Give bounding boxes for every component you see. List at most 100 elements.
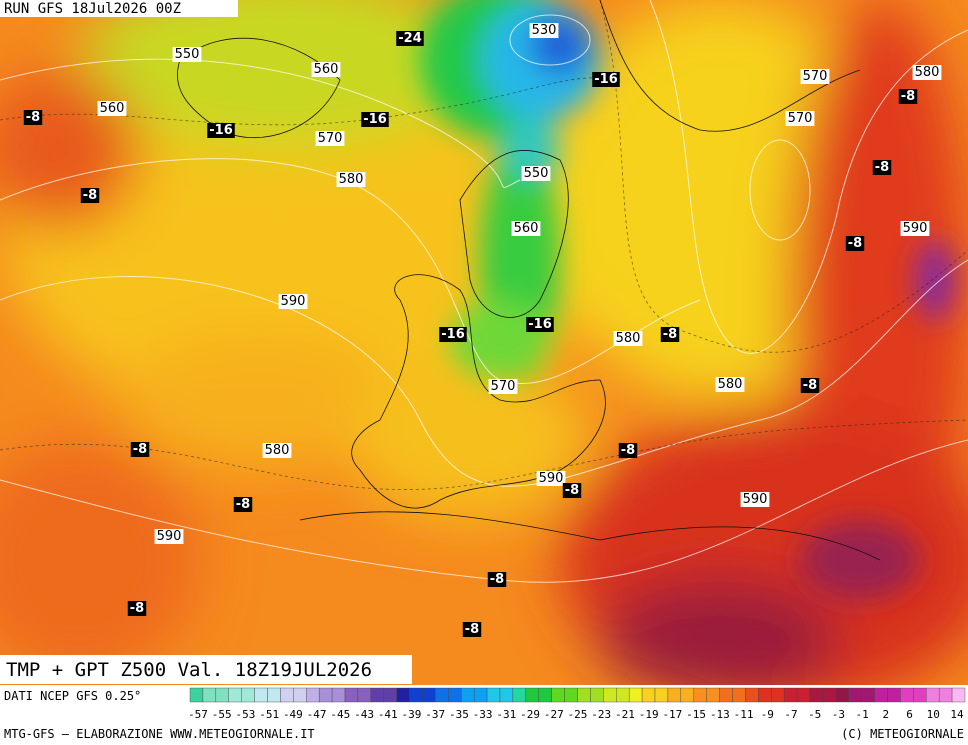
footer-right: (C) METEOGIORNALE	[841, 727, 964, 741]
geopotential-label-text: 560	[100, 101, 125, 116]
geopotential-label: 570	[800, 69, 830, 84]
colorbar-swatch	[254, 687, 268, 703]
temperature-label: -8	[845, 236, 865, 251]
colorbar-tick-label: -5	[808, 708, 821, 721]
colorbar-swatch	[564, 687, 578, 703]
temperature-label: -8	[127, 601, 147, 616]
temperature-label: -16	[592, 72, 620, 87]
geopotential-label-box	[536, 471, 566, 486]
colorbar-swatch	[628, 687, 643, 703]
geopotential-label: 580	[613, 331, 643, 346]
temperature-label-text: -16	[441, 327, 465, 342]
colorbar-tick-label: 6	[906, 708, 913, 721]
geopotential-label: 580	[715, 377, 745, 392]
data-source: DATI NCEP GFS 0.25°	[4, 689, 141, 703]
colorbar-swatch	[473, 687, 488, 703]
colorbar-tick-label: -39	[402, 708, 422, 721]
geopotential-label-text: 590	[157, 529, 182, 544]
colorbar-swatch	[590, 687, 604, 703]
colorbar-tick-label: -19	[639, 708, 659, 721]
colorbar-tick-label: -13	[710, 708, 730, 721]
colorbar-swatch	[900, 687, 914, 703]
colorbar-swatch	[228, 687, 242, 703]
geopotential-label-text: 550	[175, 47, 200, 62]
colorbar-swatch	[680, 687, 694, 703]
header-box	[0, 0, 238, 17]
temperature-label-text: -8	[663, 327, 677, 342]
geopotential-label-text: 590	[903, 221, 928, 236]
temperature-label-box	[127, 601, 147, 616]
geopotential-label-text: 570	[318, 131, 343, 146]
coastlines	[177, 0, 881, 561]
temperature-label-text: -8	[875, 160, 889, 175]
temperature-label-text: -16	[594, 72, 618, 87]
temperature-label-box	[845, 236, 865, 251]
colorbar-swatch	[409, 687, 423, 703]
temperature-label-text: -8	[236, 497, 250, 512]
colorbar-swatch	[796, 687, 811, 703]
colorbar-tick-label: -43	[354, 708, 374, 721]
colorbar-swatch	[616, 687, 630, 703]
geopotential-label-box	[740, 492, 770, 507]
geopotential-label-text: 530	[532, 23, 557, 38]
colorbar-tick-label: -15	[686, 708, 706, 721]
temperature-label: -8	[23, 110, 43, 125]
colorbar-swatch	[835, 687, 849, 703]
temperature-label-box	[660, 327, 680, 342]
temperature-label-box	[618, 443, 638, 458]
colorbar-swatch	[189, 687, 204, 703]
colorbar-swatch	[848, 687, 862, 703]
colorbar-tick-label: 10	[927, 708, 940, 721]
colorbar-swatch	[732, 687, 746, 703]
temperature-label: -8	[130, 442, 150, 457]
geopotential-label-box	[262, 443, 292, 458]
colorbar-swatch	[577, 687, 591, 703]
colorbar-swatch	[448, 687, 462, 703]
geopotential-label-box	[800, 69, 830, 84]
geopotential-label: 580	[262, 443, 292, 458]
colorbar-tick-label: 14	[950, 708, 964, 721]
colorbar-swatch	[913, 687, 927, 703]
colorbar-swatch	[241, 687, 255, 703]
geopotential-label-text: 560	[314, 62, 339, 77]
temperature-label: -8	[487, 572, 507, 587]
temperature-label-text: -16	[363, 112, 387, 127]
geopotential-label-box	[336, 172, 366, 187]
colorbar-swatch	[822, 687, 837, 703]
title-box	[0, 655, 412, 684]
colorbar-swatch	[512, 687, 527, 703]
geopotential-label-text: 570	[788, 111, 813, 126]
colorbar-tick-label: -49	[283, 708, 303, 721]
temperature-label-text: -8	[83, 188, 97, 203]
temperature-label-box	[872, 160, 892, 175]
temperature-label-text: -8	[621, 443, 635, 458]
temperature-label-box	[462, 622, 482, 637]
geopotential-label-text: 590	[539, 471, 564, 486]
colorbar-tick-label: -55	[212, 708, 232, 721]
colorbar-swatch	[874, 687, 888, 703]
temperature-label: -24	[396, 31, 424, 46]
temperature-label-text: -8	[133, 442, 147, 457]
colorbar-tick-label: -31	[496, 708, 516, 721]
map-title: TMP + GPT Z500 Val. 18Z19JUL2026	[6, 659, 372, 681]
colorbar-swatch	[435, 687, 449, 703]
geopotential-label: 590	[740, 492, 770, 507]
colorbar-swatch	[383, 687, 397, 703]
geopotential-label-box	[613, 331, 643, 346]
colorbar-swatch	[202, 687, 217, 703]
colorbar-swatch	[745, 687, 759, 703]
colorbar-swatch	[783, 687, 798, 703]
colorbar-swatch	[499, 687, 514, 703]
colorbar-swatch	[758, 687, 772, 703]
geopotential-label-text: 580	[339, 172, 364, 187]
colorbar-swatch	[654, 687, 669, 703]
temperature-label: -8	[800, 378, 820, 393]
temperature-label-box	[233, 497, 253, 512]
colorbar-swatch	[771, 687, 785, 703]
colorbar-swatch	[551, 687, 565, 703]
colorbar-swatch	[370, 687, 384, 703]
geopotential-label-box	[715, 377, 745, 392]
colorbar-swatch	[525, 687, 539, 703]
colorbar-tick-label: -51	[259, 708, 279, 721]
geopotential-label-box	[172, 47, 202, 62]
